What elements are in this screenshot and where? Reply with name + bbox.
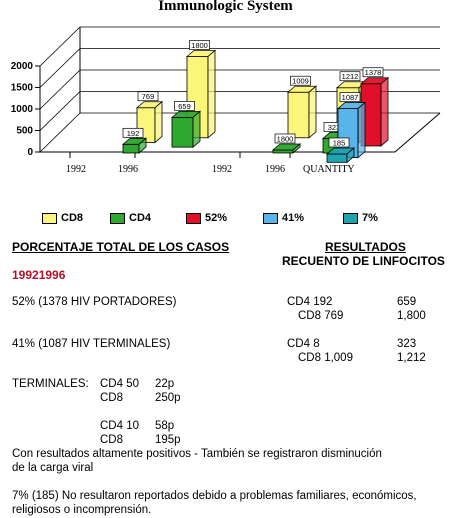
data-label: 1800 bbox=[191, 41, 208, 50]
legend-52: 52% bbox=[186, 212, 227, 224]
row-a-cd8-value: 1,800 bbox=[397, 310, 426, 322]
terminales-l2b: 250p bbox=[155, 392, 181, 404]
legend-swatch-cd8 bbox=[42, 212, 57, 224]
terminales-l1a: CD4 50 bbox=[100, 378, 139, 390]
years-label: 19921996 bbox=[12, 268, 66, 282]
bar-cd4-8 bbox=[272, 149, 294, 154]
data-label-box bbox=[274, 133, 296, 144]
data-label: 192 bbox=[127, 129, 140, 138]
bar-cd4-192 bbox=[122, 143, 140, 154]
legend-label-cd8: CD8 bbox=[61, 212, 84, 224]
note-4: religiosos o incomprensión. bbox=[12, 504, 152, 516]
row-52: 52% (1378 HIV PORTADORES) bbox=[12, 296, 177, 308]
row-b-cd8-value: 1,212 bbox=[397, 352, 426, 364]
y-tick-label: 1000 bbox=[11, 104, 34, 115]
terminales-l3b: 58p bbox=[155, 420, 175, 432]
data-label: 659 bbox=[178, 102, 191, 111]
data-label-box bbox=[290, 75, 311, 86]
left-header: PORCENTAJE TOTAL DE LOS CASOS bbox=[12, 240, 230, 254]
legend-label-41: 41% bbox=[282, 212, 305, 224]
row-b-cd8: CD8 1,009 bbox=[298, 352, 353, 364]
note-2: de la carga viral bbox=[12, 462, 94, 474]
chart-bars: 1800 1009 769 1212 1378 659 192 1800 323 1087 185 bbox=[121, 40, 390, 164]
row-a-cd4: CD4 192 bbox=[287, 296, 333, 308]
data-label: 1009 bbox=[292, 77, 309, 86]
grid-side-line bbox=[39, 69, 81, 110]
legend-swatch-52 bbox=[186, 212, 201, 224]
data-label: 185 bbox=[333, 138, 346, 147]
terminales-l3a: CD4 10 bbox=[100, 420, 139, 432]
bar-cd8-1009 bbox=[287, 91, 310, 139]
y-tick-label: 1500 bbox=[11, 83, 34, 94]
legend-swatch-41 bbox=[263, 212, 278, 224]
x-tick-label: 1992 bbox=[212, 164, 232, 175]
terminales-label: TERMINALES: bbox=[12, 378, 89, 390]
floor-right bbox=[394, 112, 441, 153]
bar-7pct-185-side bbox=[346, 147, 355, 164]
y-tick-label: 0 bbox=[27, 147, 33, 158]
right-header-1: RESULTADOS bbox=[325, 240, 406, 254]
grid-side-line bbox=[39, 48, 81, 88]
legend-7: 7% bbox=[343, 212, 378, 224]
chart: 2000 1500 1000 500 0 1992 1996 1992 1996 QUANTITY… bbox=[11, 26, 441, 175]
bar-cd8-1800-side bbox=[207, 49, 216, 139]
data-label-box bbox=[339, 71, 361, 82]
terminales-l4b: 195p bbox=[155, 434, 181, 446]
chart-title: Immunologic System bbox=[158, 0, 293, 14]
data-label-box bbox=[362, 67, 384, 78]
legend-label-7: 7% bbox=[362, 212, 378, 224]
data-label: 1378 bbox=[365, 68, 382, 77]
bar-cd4-659 bbox=[171, 116, 194, 148]
data-label-box bbox=[137, 91, 159, 102]
x-tick-label: 1992 bbox=[66, 164, 86, 175]
data-label: 769 bbox=[142, 92, 155, 101]
x-tick-label: QUANTITY bbox=[303, 164, 355, 175]
legend-swatch-7 bbox=[343, 212, 358, 224]
bar-cd4-8-side bbox=[292, 143, 301, 154]
terminales-l1b: 22p bbox=[155, 378, 175, 390]
row-b-cd4-value: 323 bbox=[397, 338, 417, 350]
legend-swatch-cd4 bbox=[110, 212, 125, 224]
data-label-box bbox=[122, 127, 144, 138]
bar-7pct-185 bbox=[326, 153, 348, 163]
bar-cd8-1009-side bbox=[308, 85, 317, 139]
bar-cd4-192-side bbox=[138, 137, 147, 154]
bar-41pct-1087-side bbox=[357, 101, 366, 159]
row-a-cd4-value: 659 bbox=[397, 296, 417, 308]
grid-side-line bbox=[39, 112, 81, 153]
data-label: 1087 bbox=[342, 93, 359, 102]
data-label-box bbox=[174, 101, 195, 111]
legend-cd8: CD8 bbox=[42, 212, 83, 224]
data-label-box bbox=[189, 40, 210, 50]
legend-41: 41% bbox=[263, 212, 304, 224]
terminales-l4a: CD8 bbox=[100, 434, 124, 446]
x-tick-label: 1996 bbox=[118, 164, 138, 175]
terminales-l2a: CD8 bbox=[100, 392, 124, 404]
data-label-box bbox=[339, 92, 361, 102]
y-tick-label: 500 bbox=[16, 126, 33, 137]
data-label: 1212 bbox=[342, 72, 359, 81]
right-header-2: RECUENTO DE LINFOCITOS bbox=[282, 254, 445, 268]
data-label: 323 bbox=[328, 123, 341, 132]
y-tick-label: 2000 bbox=[11, 61, 34, 72]
x-tick-label: 1996 bbox=[265, 164, 285, 175]
bar-cd8-769-side bbox=[154, 100, 163, 144]
legend-label-52: 52% bbox=[205, 212, 228, 224]
grid-side-line bbox=[39, 26, 81, 67]
grid-side-line bbox=[39, 91, 81, 131]
row-b-cd4: CD4 8 bbox=[287, 338, 320, 350]
row-41: 41% (1087 HIV TERMINALES) bbox=[12, 338, 171, 350]
legend-label-cd4: CD4 bbox=[129, 212, 152, 224]
bar-52pct-1378-side bbox=[380, 76, 389, 147]
data-label-box bbox=[328, 137, 350, 148]
row-a-cd8: CD8 769 bbox=[298, 310, 344, 322]
note-3: 7% (185) No resultaron reportados debido… bbox=[12, 490, 417, 502]
data-label: 1800 bbox=[277, 134, 294, 143]
legend-cd4: CD4 bbox=[110, 212, 151, 224]
note-1: Con resultados altamente positivos - Tam… bbox=[12, 448, 382, 460]
bar-cd4-659-side bbox=[192, 110, 201, 148]
